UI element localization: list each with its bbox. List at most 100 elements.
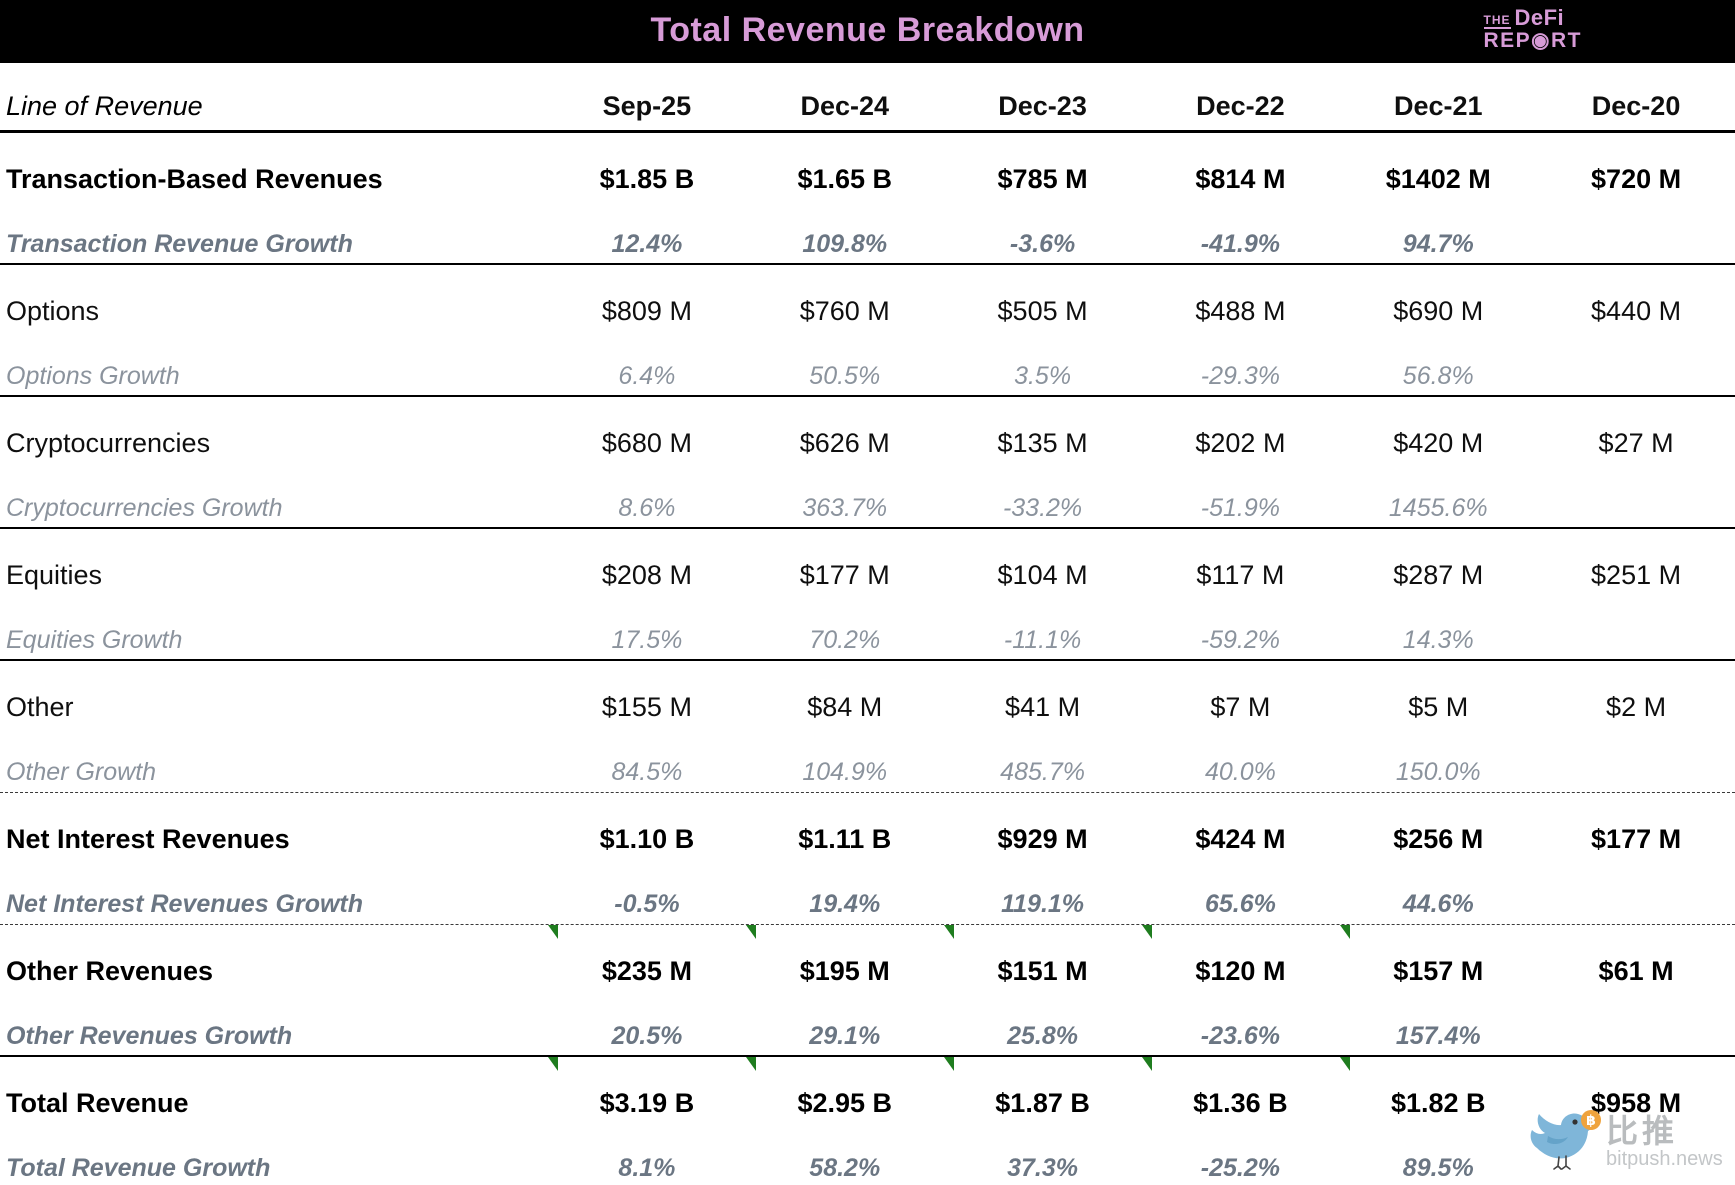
- value-cell: $440 M: [1591, 295, 1682, 326]
- growth-row: Net Interest Revenues Growth -0.5% 19.4% 11…: [0, 885, 1735, 923]
- value-cell: $287 M: [1393, 559, 1484, 590]
- value-cell: $61 M: [1598, 955, 1674, 986]
- growth-cell: 65.6%: [1204, 889, 1276, 918]
- value-cell: $1.65 B: [797, 163, 893, 194]
- value-cell: $720 M: [1591, 163, 1682, 194]
- growth-cell: 94.7%: [1402, 229, 1474, 258]
- growth-row-label: Total Revenue Growth: [6, 1153, 271, 1182]
- value-cell: $208 M: [601, 559, 692, 590]
- section-other: Other $155 M $84 M $41 M $7 M $5 M $2 M Other G…: [0, 661, 1735, 793]
- growth-cell: 37.3%: [1007, 1153, 1079, 1182]
- bitpush-chinese-name: 比推: [1606, 1113, 1679, 1149]
- value-cell: $202 M: [1195, 427, 1286, 458]
- value-cell: $256 M: [1393, 823, 1484, 854]
- green-corner-marker-icon: [1142, 925, 1152, 939]
- value-cell: $814 M: [1195, 163, 1286, 194]
- green-corner-marker-icon: [944, 1057, 954, 1071]
- green-corner-marker-icon: [548, 1057, 558, 1071]
- value-cell: $929 M: [997, 823, 1088, 854]
- growth-cell: 485.7%: [1000, 757, 1085, 786]
- value-cell: $1.87 B: [995, 1087, 1090, 1118]
- value-cell: $5 M: [1408, 691, 1469, 722]
- twitter-bird-icon: ฿: [1530, 1110, 1601, 1170]
- growth-cell: 20.5%: [611, 1021, 683, 1050]
- column-header-dec-22: Dec-22: [1196, 91, 1285, 121]
- growth-row-label: Other Revenues Growth: [6, 1021, 293, 1050]
- growth-cell: 50.5%: [809, 361, 881, 390]
- value-cell: $251 M: [1591, 559, 1682, 590]
- growth-cell: 1455.6%: [1388, 493, 1488, 522]
- value-cell: $809 M: [601, 295, 692, 326]
- column-header-sep-25: Sep-25: [602, 91, 692, 121]
- value-cell: $195 M: [799, 955, 890, 986]
- growth-cell: 25.8%: [1007, 1021, 1079, 1050]
- growth-cell: -51.9%: [1200, 493, 1281, 522]
- growth-row-label: Equities Growth: [6, 625, 183, 654]
- growth-cell: 109.8%: [802, 229, 888, 258]
- defi-report-logo: THE DeFi REP◉RT: [1483, 7, 1583, 51]
- value-cell: $235 M: [601, 955, 692, 986]
- green-corner-marker-icon: [1142, 1057, 1152, 1071]
- revenue-row: Equities $208 M $177 M $104 M $117 M $287 M $2…: [0, 529, 1735, 621]
- growth-cell: 89.5%: [1402, 1153, 1474, 1182]
- value-cell: $84 M: [807, 691, 883, 722]
- title-bar: Total Revenue Breakdown THE DeFi REP◉RT: [0, 0, 1735, 63]
- revenue-row: Other Revenues $235 M $195 M $151 M $120 M $1…: [0, 925, 1735, 1017]
- row-label: Other: [6, 691, 74, 722]
- section-net-interest-revenues: Net Interest Revenues $1.10 B $1.11 B $929 …: [0, 793, 1735, 925]
- growth-cell: 157.4%: [1395, 1021, 1481, 1050]
- growth-cell: 58.2%: [809, 1153, 881, 1182]
- growth-cell: -23.6%: [1200, 1021, 1281, 1050]
- value-cell: $420 M: [1393, 427, 1484, 458]
- bitpush-watermark: ฿ 比推 bitpush.news: [1520, 1102, 1735, 1182]
- value-cell: $690 M: [1393, 295, 1484, 326]
- revenue-row: Transaction-Based Revenues $1.85 B $1.65 B…: [0, 133, 1735, 225]
- value-cell: $626 M: [799, 427, 890, 458]
- value-cell: $488 M: [1195, 295, 1286, 326]
- growth-row: Other Revenues Growth 20.5% 29.1% 25.8% -23.…: [0, 1017, 1735, 1055]
- row-label: Other Revenues: [6, 955, 214, 986]
- row-label: Total Revenue: [6, 1087, 189, 1118]
- growth-cell: 29.1%: [809, 1021, 881, 1050]
- growth-cell: 84.5%: [611, 757, 683, 786]
- value-cell: $27 M: [1598, 427, 1674, 458]
- value-cell: $1.82 B: [1390, 1087, 1486, 1118]
- growth-cell: 104.9%: [802, 757, 888, 786]
- column-header-dec-23: Dec-23: [998, 91, 1087, 121]
- growth-cell: 17.5%: [611, 625, 683, 654]
- revenue-row: Options $809 M $760 M $505 M $488 M $690 M $44…: [0, 265, 1735, 357]
- bitpush-domain: bitpush.news: [1606, 1148, 1723, 1170]
- green-corner-marker-icon: [944, 925, 954, 939]
- growth-cell: 119.1%: [1001, 889, 1085, 918]
- page-title: Total Revenue Breakdown: [650, 11, 1085, 49]
- growth-cell: 44.6%: [1402, 889, 1474, 918]
- value-cell: $1.85 B: [599, 163, 695, 194]
- growth-row-label: Cryptocurrencies Growth: [6, 493, 283, 522]
- growth-cell: 56.8%: [1402, 361, 1474, 390]
- value-cell: $151 M: [997, 955, 1088, 986]
- row-label: Transaction-Based Revenues: [6, 163, 383, 194]
- value-cell: $157 M: [1393, 955, 1484, 986]
- table-body: Transaction-Based Revenues $1.85 B $1.65 B…: [0, 133, 1735, 1185]
- green-corner-marker-icon: [746, 1057, 756, 1071]
- revenue-row: Other $155 M $84 M $41 M $7 M $5 M $2 M: [0, 661, 1735, 753]
- value-cell: $1.11 B: [798, 823, 892, 854]
- growth-row: Options Growth 6.4% 50.5% 3.5% -29.3% 56.8%: [0, 357, 1735, 395]
- value-cell: $117 M: [1196, 559, 1285, 590]
- value-cell: $7 M: [1210, 691, 1271, 722]
- section-cryptocurrencies: Cryptocurrencies $680 M $626 M $135 M $202 M…: [0, 397, 1735, 529]
- value-cell: $41 M: [1005, 691, 1081, 722]
- section-total-revenue: Total Revenue $3.19 B $2.95 B $1.87 B $1.36 …: [0, 1057, 1735, 1185]
- growth-row: Transaction Revenue Growth 12.4% 109.8% -3.…: [0, 225, 1735, 263]
- section-transaction-based-revenues: Transaction-Based Revenues $1.85 B $1.65 B…: [0, 133, 1735, 265]
- revenue-row: Total Revenue $3.19 B $2.95 B $1.87 B $1.36 …: [0, 1057, 1735, 1149]
- green-corner-marker-icon: [548, 925, 558, 939]
- growth-cell: 8.1%: [618, 1153, 676, 1182]
- growth-row-label: Transaction Revenue Growth: [6, 229, 353, 258]
- section-other-revenues: Other Revenues $235 M $195 M $151 M $120 M $1…: [0, 925, 1735, 1057]
- bitcoin-symbol: ฿: [1586, 1113, 1596, 1129]
- growth-cell: 40.0%: [1204, 757, 1276, 786]
- value-cell: $1402 M: [1385, 163, 1491, 194]
- growth-cell: -11.1%: [1003, 625, 1082, 654]
